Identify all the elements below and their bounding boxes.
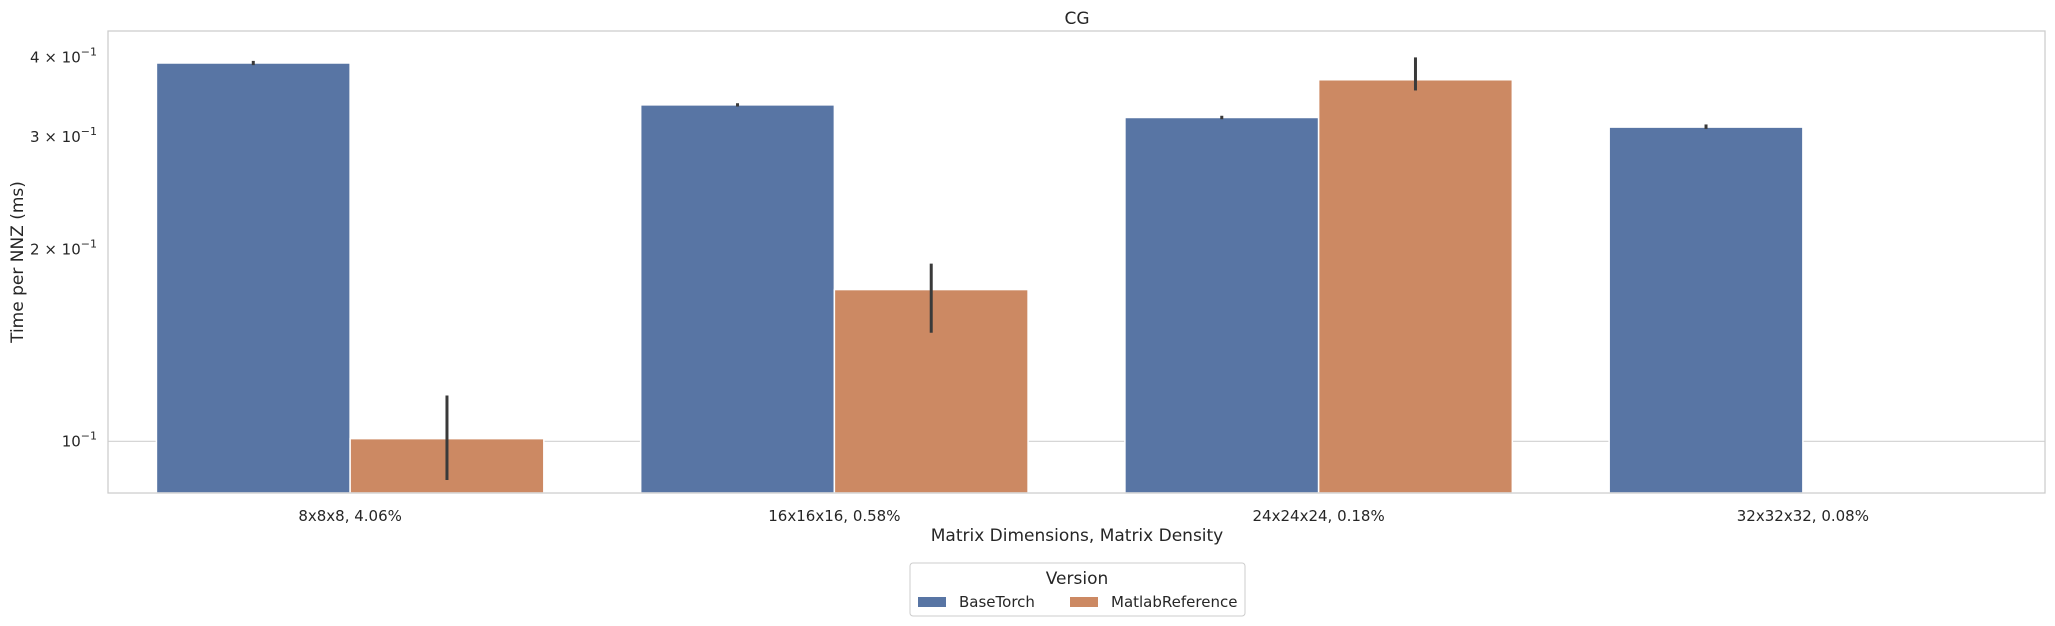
bar-matlabreference (1317, 78, 1514, 494)
bars (155, 62, 1804, 494)
x-tick-label: 8x8x8, 4.06% (298, 507, 402, 525)
y-tick-label: 4 × 10−1 (30, 45, 97, 66)
x-axis-label: Matrix Dimensions, Matrix Density (931, 526, 1224, 546)
y-tick-label: 10−1 (62, 429, 97, 450)
x-ticks: 8x8x8, 4.06% 16x16x16, 0.58% 24x24x24, 0.1… (298, 507, 1869, 525)
legend-frame (909, 562, 1246, 617)
y-tick-label: 3 × 10−1 (30, 125, 97, 146)
bar-basetorch (639, 104, 836, 494)
bar-basetorch (1608, 126, 1804, 494)
legend-label-matlabreference: MatlabReference (1111, 593, 1237, 611)
legend: Version BaseTorch MatlabReference (909, 562, 1246, 617)
x-tick-label: 24x24x24, 0.18% (1253, 507, 1385, 525)
y-axis-label: Time per NNZ (ms) (8, 181, 28, 344)
legend-swatch-basetorch (918, 597, 946, 607)
error-bars (251, 57, 1708, 480)
y-ticks: 10−1 2 × 10−1 3 × 10−1 4 × 10−1 (30, 45, 97, 450)
legend-swatch-matlabreference (1070, 597, 1098, 607)
bar-basetorch (155, 62, 351, 494)
x-tick-label: 32x32x32, 0.08% (1737, 507, 1869, 525)
legend-title: Version (1046, 569, 1109, 589)
legend-label-basetorch: BaseTorch (959, 593, 1035, 611)
chart-title: CG (1064, 9, 1089, 29)
y-tick-label: 2 × 10−1 (30, 237, 97, 258)
x-tick-label: 16x16x16, 0.58% (768, 507, 900, 525)
bar-basetorch (1124, 116, 1320, 494)
legend-items: BaseTorch MatlabReference (918, 593, 1237, 611)
plot-frame (107, 30, 2046, 494)
